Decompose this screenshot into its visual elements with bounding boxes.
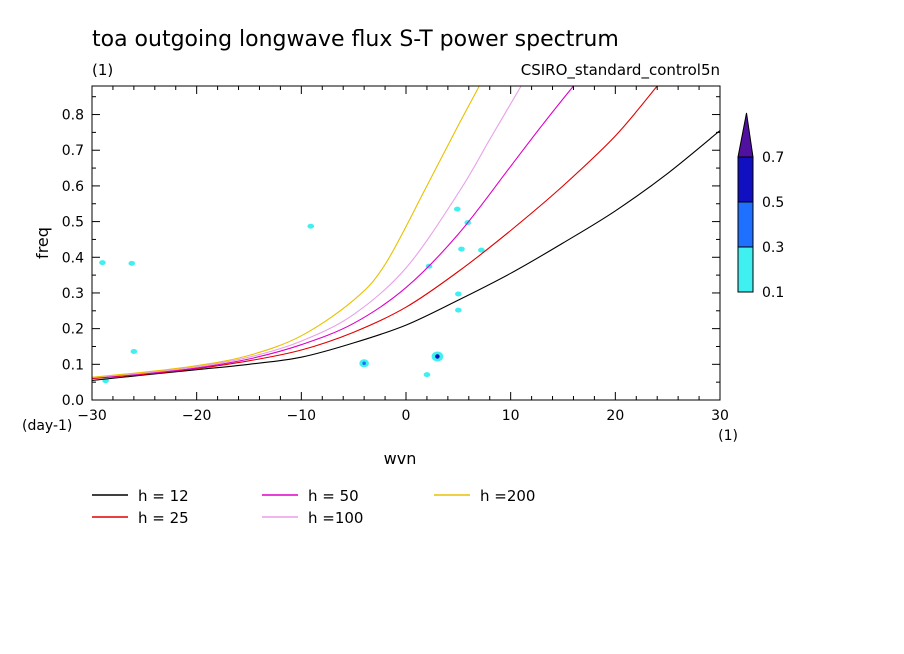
colorbar-label-2: 0.5 <box>762 195 784 211</box>
chart-title: toa outgoing longwave flux S-T power spe… <box>92 27 619 52</box>
x-tick-label-4: 10 <box>502 408 520 424</box>
y-tick-label-3: 0.3 <box>62 286 84 302</box>
legend-label-1: h = 25 <box>138 509 189 527</box>
colorbar: 0.1 0.3 0.5 0.7 <box>737 112 784 301</box>
colorbar-label-0: 0.1 <box>762 285 784 301</box>
dispersion-curves <box>92 86 720 381</box>
contour-blob-12 <box>455 307 462 313</box>
legend-label-2: h = 50 <box>308 487 359 505</box>
y-tick-label-8: 0.8 <box>62 108 84 124</box>
y-tick-label-6: 0.6 <box>62 179 84 195</box>
contour-blob-4 <box>307 223 315 229</box>
colorbar-segment-2 <box>737 156 754 203</box>
series-line-3 <box>92 86 522 379</box>
contour-blob-10 <box>458 246 465 252</box>
series-line-0 <box>92 130 720 381</box>
chart-subtitle-right: CSIRO_standard_control5n <box>521 61 720 80</box>
colorbar-label-1: 0.3 <box>762 240 784 256</box>
y-tick-label-1: 0.1 <box>62 357 84 373</box>
colorbar-segment-0 <box>737 246 754 293</box>
contour-blob-14 <box>478 247 485 253</box>
legend: h = 12 h = 25 h = 50 h =100 h =200 <box>92 487 535 527</box>
y-axis-unit: (day-1) <box>22 418 72 434</box>
legend-label-3: h =100 <box>308 509 363 527</box>
y-tick-label-0: 0.0 <box>62 393 84 409</box>
y-tick-label-4: 0.4 <box>62 250 84 266</box>
contour-blob-core-7 <box>435 354 440 359</box>
x-tick-label-5: 20 <box>606 408 624 424</box>
chart-subtitle-left: (1) <box>92 61 113 79</box>
contour-blob-11 <box>455 291 462 297</box>
y-axis-label: freq <box>33 227 52 259</box>
colorbar-label-3: 0.7 <box>762 150 784 166</box>
contour-blob-9 <box>453 206 461 212</box>
x-tick-label-2: −10 <box>287 408 317 424</box>
x-axis-unit: (1) <box>718 428 738 444</box>
x-tick-label-6: 30 <box>711 408 729 424</box>
colorbar-extension <box>737 112 754 158</box>
axis-ticks: −30 −20 −10 0 10 20 30 0.0 0.1 0.2 0.3 0.4 0.5 0.6 0.7… <box>62 86 729 424</box>
contour-blob-2 <box>128 260 136 266</box>
contour-blob-3 <box>130 348 138 354</box>
x-tick-label-0: −30 <box>77 408 107 424</box>
legend-label-0: h = 12 <box>138 487 189 505</box>
series-line-4 <box>92 86 480 378</box>
series-line-1 <box>92 86 658 380</box>
contour-blob-1 <box>99 260 106 266</box>
x-axis-label: wvn <box>384 449 417 468</box>
contour-blobs <box>99 206 485 384</box>
y-tick-label-5: 0.5 <box>62 215 84 231</box>
contour-blob-core-5 <box>362 361 366 366</box>
y-tick-label-7: 0.7 <box>62 143 84 159</box>
colorbar-segment-1 <box>737 201 754 248</box>
plot-frame <box>91 85 721 401</box>
x-tick-label-3: 0 <box>402 408 411 424</box>
y-tick-label-2: 0.2 <box>62 322 84 338</box>
contour-blob-6 <box>423 372 431 378</box>
x-tick-label-1: −20 <box>182 408 212 424</box>
series-line-2 <box>92 86 574 379</box>
legend-label-4: h =200 <box>480 487 535 505</box>
